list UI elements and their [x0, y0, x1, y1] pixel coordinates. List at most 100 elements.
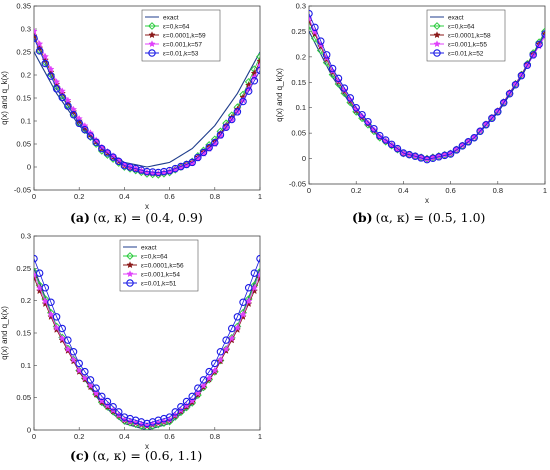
data-point	[500, 98, 508, 106]
legend: exact ε=0,k=64 ε=0.0001,k=58 ε=0.001,k=55 ε=…	[426, 9, 506, 62]
legend-entry: ε=0,k=64	[448, 23, 475, 30]
legend-marker	[148, 22, 156, 30]
data-point	[171, 408, 180, 416]
data-point	[194, 384, 202, 392]
data-point	[194, 389, 202, 397]
series-group	[309, 9, 545, 164]
legend-marker	[433, 49, 441, 57]
data-point	[334, 74, 343, 83]
data-point	[35, 40, 44, 48]
data-point	[34, 34, 38, 43]
chart-a: 0 0.2 0.4 0.6 0.8 1-0.0500.050.10.150.20.250.…	[0, 2, 262, 212]
data-point	[340, 84, 349, 92]
data-point	[199, 376, 208, 384]
data-point	[194, 153, 202, 162]
data-point	[98, 144, 106, 153]
legend-entry: ε=0.001,k=54	[141, 271, 180, 278]
data-point	[64, 96, 72, 104]
data-point	[322, 58, 331, 67]
data-point	[199, 149, 208, 157]
x-axis-title: x	[425, 196, 429, 205]
caption-b-label: (b)	[352, 210, 373, 225]
data-point	[109, 402, 117, 411]
data-point	[352, 103, 360, 112]
legend-marker	[148, 40, 156, 48]
data-point	[148, 168, 157, 176]
y-tick-label: 0.35	[16, 2, 31, 11]
x-tick-label: 1	[543, 186, 547, 195]
chart-c: 0 0.2 0.4 0.6 0.8 1 0 0.05 0.1 0.15 0.2 0.25 0.3 x q(x…	[0, 232, 262, 452]
data-point	[364, 117, 372, 126]
data-point	[482, 121, 490, 129]
data-point	[205, 367, 213, 376]
data-point	[52, 78, 61, 86]
data-point	[233, 313, 242, 321]
x-tick-label: 0	[32, 432, 36, 441]
x-tick-label: 1	[258, 192, 262, 201]
data-point	[256, 57, 260, 65]
y-tick-label: -0.05	[289, 180, 306, 189]
data-point	[177, 402, 185, 411]
data-point	[205, 374, 213, 382]
x-tick-label: 0.2	[74, 432, 84, 441]
data-point	[58, 324, 66, 333]
data-point	[452, 146, 461, 154]
legend-entry: ε=0.001,k=57	[163, 41, 202, 48]
data-point	[34, 27, 38, 35]
data-point	[182, 161, 191, 169]
data-point	[58, 334, 66, 342]
series-group	[34, 254, 260, 430]
data-point	[244, 87, 253, 95]
data-point	[311, 23, 319, 32]
legend-marker	[126, 261, 134, 269]
data-point	[499, 99, 508, 107]
x-tick-label: 0.6	[445, 186, 455, 195]
data-point	[228, 115, 236, 124]
data-point	[165, 413, 174, 421]
y-tick-label: 0.3	[21, 232, 31, 241]
data-point	[41, 59, 50, 68]
chart-panel-b: 0 0.2 0.4 0.6 0.8 1 -0.05 0 0.05 0.1 0.15 0.2 0.25 0.…	[275, 0, 550, 210]
y-tick-label: 0.25	[16, 48, 31, 57]
y-tick-label: 0	[27, 426, 31, 435]
data-point	[517, 71, 526, 80]
data-point	[69, 110, 78, 119]
data-point	[476, 127, 484, 135]
data-point	[75, 359, 83, 368]
legend-marker	[433, 40, 441, 48]
series-4	[309, 9, 545, 164]
data-point	[346, 94, 355, 102]
x-axis-title: x	[145, 442, 149, 451]
y-tick-label: 0.1	[21, 361, 31, 370]
y-tick-label: 0.1	[296, 103, 306, 112]
data-point	[309, 14, 313, 22]
data-point	[109, 153, 117, 161]
data-point	[511, 80, 520, 89]
data-point	[470, 133, 478, 142]
data-point	[322, 51, 331, 59]
x-tick-label: 1	[258, 432, 262, 441]
legend-entry: exact	[448, 14, 464, 21]
data-point	[103, 151, 112, 159]
data-point	[505, 89, 514, 98]
data-point	[143, 167, 151, 176]
data-point	[541, 27, 545, 36]
data-point	[35, 269, 44, 277]
y-tick-label: 0.25	[16, 264, 31, 273]
x-tick-label: 0.4	[119, 432, 129, 441]
x-tick-label: 0.8	[210, 192, 220, 201]
data-point	[52, 313, 61, 321]
x-tick-label: 0	[307, 186, 311, 195]
data-point	[34, 254, 38, 263]
data-point	[188, 158, 196, 167]
y-tick-label: 0.15	[16, 94, 31, 103]
data-point	[92, 138, 100, 147]
y-tick-label: 0	[27, 163, 31, 172]
data-point	[494, 108, 502, 116]
data-point	[86, 132, 95, 140]
data-point	[64, 102, 72, 110]
data-point	[334, 80, 343, 88]
data-point	[476, 126, 484, 134]
data-point	[64, 336, 72, 344]
x-tick-label: 0.2	[351, 186, 361, 195]
